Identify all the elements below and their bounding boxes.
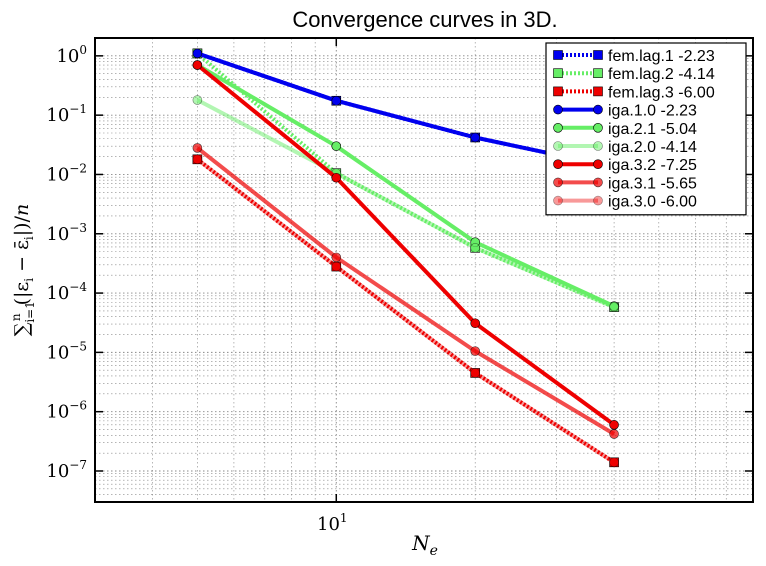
- legend-entry: fem.lag.1 -2.23: [553, 48, 715, 65]
- legend-marker: [593, 159, 603, 169]
- legend-entry: iga.3.0 -6.00: [553, 194, 697, 211]
- data-point: [331, 172, 342, 183]
- plot-frame: [94, 37, 754, 503]
- legend-marker: [593, 86, 603, 97]
- data-point: [609, 457, 619, 468]
- data-point: [192, 95, 203, 105]
- y-tick-label: 10−6: [46, 399, 87, 423]
- data-point: [609, 457, 619, 468]
- y-tick-label: 10−1: [46, 102, 87, 126]
- legend-marker: [553, 50, 563, 60]
- series-8: [192, 154, 619, 468]
- data-point: [470, 346, 480, 356]
- series-7: [192, 143, 619, 439]
- series-2: [192, 154, 619, 468]
- x-tick-label: 101: [317, 511, 348, 535]
- legend-label: iga.1.0 -2.23: [608, 103, 697, 120]
- series-6: [192, 60, 619, 430]
- data-point: [331, 95, 342, 106]
- legend-marker: [593, 195, 603, 206]
- legend-entry: fem.lag.2 -4.14: [553, 66, 715, 83]
- series-line: [196, 63, 615, 309]
- data-point: [609, 302, 619, 312]
- data-point: [609, 429, 619, 439]
- legend-marker: [593, 177, 603, 188]
- legend-marker: [553, 177, 563, 188]
- data-point: [470, 132, 480, 143]
- legend-marker: [553, 86, 563, 97]
- legend-label: iga.3.2 -7.25: [608, 157, 697, 174]
- series-line: [196, 146, 616, 436]
- y-tick-label: 10−5: [46, 339, 87, 363]
- data-series: [192, 48, 619, 468]
- series-line: [196, 157, 616, 464]
- legend-marker: [553, 195, 563, 206]
- axis-ticks: 100 10−1 10−2 10−3 10−4 10−5 10−6 10−7 101: [46, 38, 753, 535]
- legend-marker: [553, 123, 563, 133]
- legend-label: fem.lag.1 -2.23: [608, 48, 715, 65]
- data-point: [470, 368, 480, 378]
- data-point: [331, 261, 342, 272]
- y-tick-label: 10−3: [46, 221, 87, 245]
- legend-entry: fem.lag.3 -6.00: [553, 84, 715, 101]
- legend-entry: iga.1.0 -2.23: [553, 103, 697, 120]
- series-line: [196, 51, 615, 170]
- legend-label: iga.2.1 -5.04: [608, 121, 697, 138]
- legend-entry: iga.3.2 -7.25: [553, 157, 697, 174]
- chart-title: Convergence curves in 3D.: [292, 7, 557, 32]
- data-point: [470, 368, 480, 378]
- legend-marker: [593, 141, 603, 151]
- data-point: [192, 143, 203, 153]
- legend-marker: [553, 104, 563, 115]
- legend-marker: [593, 50, 603, 60]
- legend-marker: [593, 104, 603, 115]
- y-tick-label: 10−7: [46, 458, 87, 482]
- legend-entry: iga.2.1 -5.04: [553, 121, 697, 138]
- data-point: [470, 318, 480, 329]
- data-point: [331, 252, 342, 263]
- legend-marker: [553, 159, 563, 169]
- series-line: [196, 98, 615, 309]
- legend-marker: [553, 68, 563, 78]
- data-point: [470, 242, 480, 253]
- legend-label: fem.lag.3 -6.00: [608, 84, 715, 101]
- data-point: [192, 154, 203, 165]
- data-point: [609, 420, 619, 430]
- legend-label: iga.3.1 -5.65: [608, 175, 697, 192]
- series-line: [196, 157, 616, 464]
- legend-label: fem.lag.2 -4.14: [608, 66, 715, 83]
- data-point: [192, 60, 203, 70]
- data-point: [192, 48, 203, 59]
- legend-marker: [593, 68, 603, 78]
- legend-label: iga.3.0 -6.00: [608, 194, 697, 211]
- svg-text:∑i=1n(|εi − ε̄i|)/n: ∑i=1n(|εi − ε̄i|)/n: [9, 204, 37, 337]
- legend-marker: [593, 123, 603, 133]
- y-axis-label: ∑i=1n(|εi − ε̄i|)/n: [9, 204, 37, 337]
- series-line: [196, 63, 616, 427]
- legend-label: iga.2.0 -4.14: [608, 139, 697, 156]
- y-tick-label: 100: [56, 43, 87, 67]
- legend-entry: iga.3.1 -5.65: [553, 175, 697, 192]
- data-point: [331, 141, 342, 151]
- y-tick-label: 10−2: [46, 161, 87, 185]
- legend-entry: iga.2.0 -4.14: [553, 139, 697, 156]
- data-point: [192, 154, 203, 165]
- y-tick-label: 10−4: [46, 280, 87, 304]
- legend-marker: [553, 141, 563, 151]
